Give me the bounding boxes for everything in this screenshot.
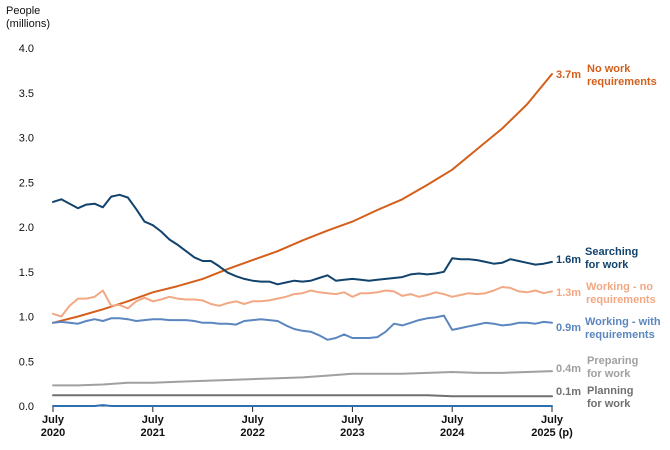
series-line-searching-for-work	[52, 193, 553, 286]
series-line-no-work-requirements	[52, 73, 553, 324]
x-tick-label: 2020	[41, 427, 65, 439]
y-tick-label: 2.5	[19, 177, 34, 189]
x-tick-label: July	[42, 414, 65, 426]
y-tick-label: 0.5	[19, 356, 34, 368]
end-value-label: 3.7m	[556, 69, 581, 81]
y-tick-label: 3.5	[19, 88, 34, 100]
series-label: Working - no	[586, 281, 653, 293]
series-label: for work	[587, 368, 631, 380]
series-label: requirements	[586, 294, 656, 306]
series-line-planning-for-work	[52, 394, 553, 398]
series-label: requirements	[585, 329, 655, 341]
y-tick-label: 0.0	[19, 401, 34, 413]
series-label: for work	[585, 259, 629, 271]
x-tick-label: July	[541, 414, 564, 426]
series-label: Preparing	[587, 355, 638, 367]
x-tick-label: 2025 (p)	[531, 427, 573, 439]
x-tick-label: 2024	[440, 427, 465, 439]
x-tick-label: 2022	[240, 427, 264, 439]
end-value-label: 0.4m	[556, 363, 581, 375]
end-value-label: 0.9m	[556, 322, 581, 334]
series-line-series-7	[52, 404, 553, 407]
series-label: No work	[587, 63, 631, 75]
y-tick-label: 4.0	[19, 43, 34, 55]
x-tick-label: July	[441, 414, 464, 426]
series-label: for work	[587, 398, 631, 410]
y-tick-label: 1.0	[19, 312, 34, 324]
series-label: Working - with	[585, 316, 661, 328]
series-line-working-with-requirements	[52, 314, 553, 341]
x-tick-label: 2023	[340, 427, 364, 439]
y-tick-label: 3.0	[19, 133, 34, 145]
series-label: Planning	[587, 385, 633, 397]
series-line-working-no-requirements	[52, 286, 553, 318]
x-tick-label: July	[142, 414, 165, 426]
y-axis-label: (millions)	[6, 18, 50, 30]
end-value-label: 0.1m	[556, 386, 581, 398]
y-tick-label: 1.5	[19, 267, 34, 279]
x-tick-label: July	[242, 414, 265, 426]
end-value-label: 1.6m	[556, 254, 581, 266]
end-value-label: 1.3m	[556, 287, 581, 299]
series-line-preparing-for-work	[52, 370, 553, 387]
x-tick-label: 2021	[141, 427, 165, 439]
series-label: Searching	[585, 246, 638, 258]
y-tick-label: 2.0	[19, 222, 34, 234]
y-axis-label: People	[6, 5, 40, 17]
series-label: requirements	[587, 76, 657, 88]
x-tick-label: July	[341, 414, 364, 426]
